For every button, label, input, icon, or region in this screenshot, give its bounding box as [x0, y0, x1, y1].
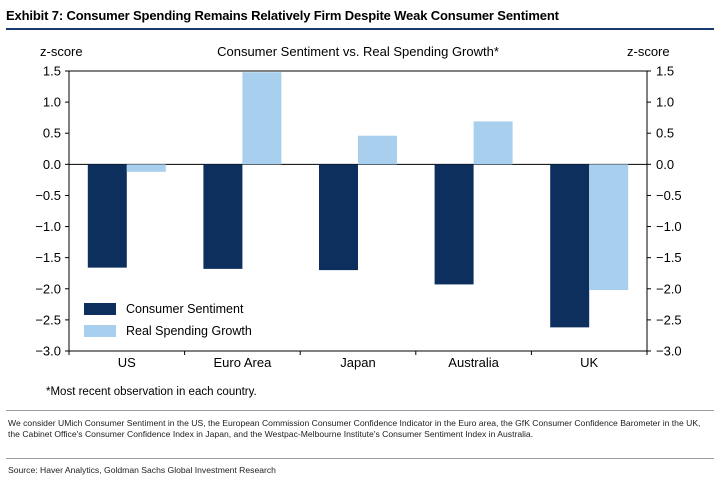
- y-tick-label-left: 0.5: [43, 126, 61, 141]
- x-tick-label: UK: [580, 355, 598, 370]
- x-axis-labels: US Euro Area Japan Australia UK: [68, 351, 648, 370]
- bar-real-spending-growth-euro-area: [242, 72, 282, 165]
- plot-border: [68, 70, 648, 352]
- y-tick-label-left: 0.0: [43, 157, 61, 172]
- source-line: Source: Haver Analytics, Goldman Sachs G…: [8, 465, 276, 475]
- divider: [6, 410, 714, 411]
- y-tick-label-right: 0.5: [656, 126, 674, 141]
- legend-label-real-spending-growth: Real Spending Growth: [126, 324, 252, 338]
- bar-consumer-sentiment-uk: [550, 164, 590, 328]
- y-tick-label-left: −3.0: [35, 344, 61, 359]
- divider: [6, 458, 714, 459]
- legend-item-real-spending-growth: Real Spending Growth: [84, 320, 252, 342]
- chart-footnote: *Most recent observation in each country…: [46, 386, 257, 398]
- x-tick-label: Euro Area: [213, 355, 272, 370]
- y-tick-label-left: 1.0: [43, 95, 61, 110]
- y-tick-label-right: 1.5: [656, 64, 674, 79]
- bars: [87, 72, 629, 328]
- legend-label-consumer-sentiment: Consumer Sentiment: [126, 302, 244, 316]
- y-tick-label-right: −2.0: [656, 281, 682, 296]
- y-tick-label-right: −3.0: [656, 344, 682, 359]
- y-tick-label-right: −2.5: [656, 312, 682, 327]
- y-tick-label-left: −1.0: [35, 219, 61, 234]
- y-axis-label-right: z-score: [627, 44, 670, 59]
- legend: Consumer Sentiment Real Spending Growth: [84, 298, 252, 342]
- y-tick-label-right: 1.0: [656, 95, 674, 110]
- bar-consumer-sentiment-japan: [319, 164, 358, 271]
- x-tick-label: Japan: [340, 355, 375, 370]
- notes: We consider UMich Consumer Sentiment in …: [8, 418, 701, 439]
- y-tick-label-left: −1.5: [35, 250, 61, 265]
- legend-swatch-consumer-sentiment: [84, 303, 116, 315]
- y-tick-label-right: 0.0: [656, 157, 674, 172]
- y-tick-label-right: −0.5: [656, 188, 682, 203]
- y-tick-label-left: 1.5: [43, 64, 61, 79]
- bar-real-spending-growth-uk: [589, 164, 629, 291]
- bar-consumer-sentiment-australia: [434, 164, 474, 285]
- bar-consumer-sentiment-us: [87, 164, 127, 268]
- chart-title: Consumer Sentiment vs. Real Spending Gro…: [217, 44, 499, 59]
- y-tick-label-left: −2.5: [35, 312, 61, 327]
- legend-swatch-real-spending-growth: [84, 325, 116, 337]
- bar-real-spending-growth-australia: [473, 121, 513, 165]
- bar-consumer-sentiment-euro-area: [203, 164, 243, 269]
- bar-real-spending-growth-japan: [358, 135, 397, 165]
- y-axis-label-left: z-score: [40, 44, 83, 59]
- legend-item-consumer-sentiment: Consumer Sentiment: [84, 298, 252, 320]
- y-tick-label-left: −2.0: [35, 281, 61, 296]
- axis-ticks: 1.5 1.5 1.0 1.0 0.5 0.5 0.0 0.0 −0.5 −0.5 −1.0 −1.0…: [35, 64, 681, 359]
- y-tick-label-left: −0.5: [35, 188, 61, 203]
- y-tick-label-right: −1.5: [656, 250, 682, 265]
- exhibit-title: Exhibit 7: Consumer Spending Remains Rel…: [6, 8, 714, 30]
- bar-real-spending-growth-us: [126, 164, 166, 172]
- x-tick-label: US: [118, 355, 136, 370]
- x-tick-label: Australia: [448, 355, 499, 370]
- y-tick-label-right: −1.0: [656, 219, 682, 234]
